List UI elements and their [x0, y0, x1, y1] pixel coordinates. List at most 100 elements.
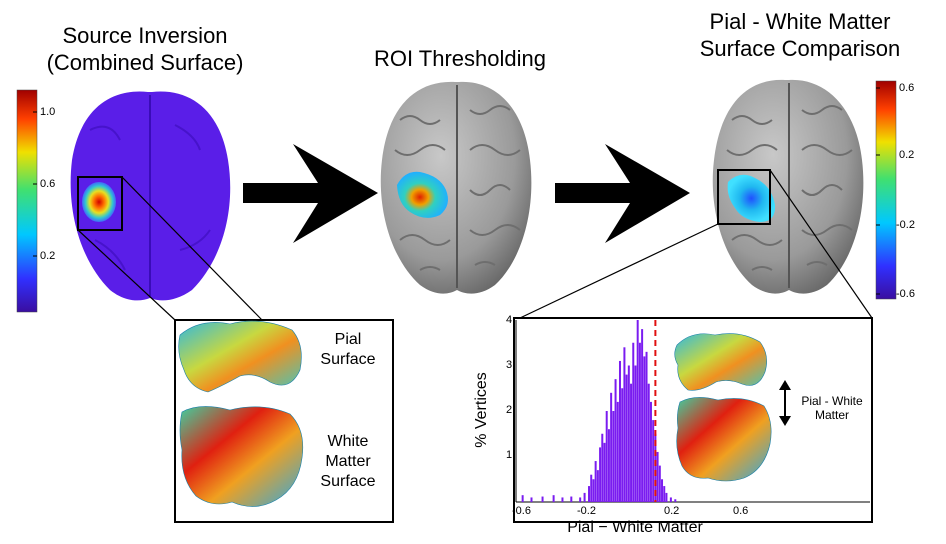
- colorbar-right-tick-3: -0.2: [896, 219, 915, 231]
- histogram-bar: [552, 495, 555, 502]
- label-pial-surface: Pial Surface: [306, 330, 390, 370]
- roi-blob: [397, 171, 448, 218]
- histogram-bar: [521, 495, 524, 502]
- title-roi-thresholding: ROI Thresholding: [373, 46, 546, 71]
- label-pial-surface-line1: Pial: [334, 331, 362, 348]
- histogram-x-tick-1: -0.6: [512, 505, 531, 517]
- histogram-y-tick-3: 3: [506, 359, 513, 371]
- histogram-bar: [603, 442, 606, 502]
- colorbar-left-tick-2: 0.6: [40, 178, 56, 190]
- histogram-bar: [541, 496, 544, 502]
- brain-roi-thresholding: [380, 81, 532, 294]
- histogram-bar: [561, 497, 564, 502]
- title-pial-line1: Pial - White Matter: [709, 9, 891, 34]
- inset-right-pial-surface: [674, 333, 767, 391]
- label-pial-white-line2: Matter: [814, 408, 849, 422]
- histogram-bar: [625, 374, 628, 502]
- histogram-bar: [663, 486, 666, 502]
- histogram-bar: [588, 486, 591, 502]
- colorbar-left-tick-3: 0.2: [40, 250, 56, 262]
- histogram-bar: [607, 429, 610, 502]
- histogram-y-label: % Vertices: [473, 372, 490, 448]
- histogram-bar: [612, 411, 615, 502]
- brain-pial-white: [712, 79, 864, 294]
- title-source-inversion: Source Inversion (Combined Surface): [20, 22, 270, 76]
- zoom-box-left: [77, 176, 123, 231]
- histogram-bar: [674, 499, 677, 502]
- arrow-right-2: [555, 144, 690, 243]
- histogram-x-tick-3: 0.2: [664, 505, 680, 517]
- histogram-bar: [652, 420, 655, 502]
- histogram-y-tick-2: 2: [506, 404, 513, 416]
- title-source-line1: Source Inversion: [62, 23, 228, 48]
- histogram-bar: [530, 497, 533, 502]
- title-pial-line2: Surface Comparison: [699, 36, 901, 61]
- histogram-bar: [599, 447, 602, 502]
- histogram-x-label: Pial − White Matter: [567, 519, 703, 536]
- histogram-bar: [656, 451, 659, 502]
- colorbar-right-tick-4: -0.6: [896, 288, 915, 300]
- histogram-bars: [521, 320, 677, 502]
- inset-left-pial-surface: [178, 320, 302, 393]
- histogram-bar: [661, 479, 664, 502]
- inset-right-white-matter-surface: [676, 397, 772, 482]
- histogram-bar: [643, 356, 646, 502]
- label-white-matter-line2: Matter: [325, 453, 371, 470]
- histogram-axes: [515, 320, 870, 503]
- histogram-bar: [621, 388, 624, 502]
- histogram-bar: [634, 365, 637, 502]
- zoom-box-right: [717, 169, 771, 225]
- histogram-bar: [649, 401, 652, 502]
- label-pial-surface-line2: Surface: [320, 351, 376, 368]
- histogram-bar: [616, 401, 619, 502]
- histogram-y-tick-1: 1: [506, 449, 513, 461]
- histogram-bar: [638, 342, 641, 502]
- histogram-bar: [583, 492, 586, 502]
- colorbar-left-tick-1: 1.0: [40, 106, 56, 118]
- double-arrow-icon: [779, 380, 791, 426]
- histogram-bar: [605, 411, 608, 502]
- histogram-bar: [627, 365, 630, 502]
- histogram-bar: [641, 329, 644, 502]
- histogram-bar: [630, 383, 633, 502]
- arrow-right-1: [243, 144, 378, 243]
- histogram-bar: [623, 347, 626, 502]
- histogram-bar: [636, 320, 639, 502]
- histogram-bar: [632, 342, 635, 502]
- label-white-matter-line1: White: [327, 433, 369, 450]
- title-pial-white-comparison: Pial - White Matter Surface Comparison: [670, 8, 930, 62]
- activation-blob: [82, 182, 116, 222]
- colorbar-right: [875, 80, 897, 300]
- histogram-bar: [654, 433, 657, 502]
- histogram-bar: [594, 461, 597, 502]
- histogram-bar: [601, 433, 604, 502]
- histogram-bar: [658, 465, 661, 502]
- brain-source-inversion: [70, 91, 231, 301]
- histogram-bar: [596, 470, 599, 502]
- histogram-bar: [592, 479, 595, 502]
- label-white-matter-surface: White Matter Surface: [306, 432, 390, 492]
- colorbar-right-tick-2: 0.2: [899, 149, 915, 161]
- histogram-bar: [645, 351, 648, 502]
- histogram-bar: [669, 497, 672, 502]
- label-pial-white-matter: Pial - White Matter: [792, 394, 872, 422]
- histogram-y-tick-4: 4: [506, 314, 513, 326]
- label-white-matter-line3: Surface: [320, 473, 376, 490]
- histogram-bar: [614, 379, 617, 502]
- label-pial-white-line1: Pial - White: [801, 394, 863, 408]
- colorbar-right-tick-1: 0.6: [899, 82, 915, 94]
- histogram-bar: [570, 496, 573, 502]
- colorbar-left: [16, 89, 38, 313]
- histogram-bar: [618, 360, 621, 502]
- histogram-x-tick-2: -0.2: [577, 505, 596, 517]
- title-source-line2: (Combined Surface): [46, 50, 244, 75]
- histogram-bar: [665, 492, 668, 502]
- histogram-bar: [610, 392, 613, 502]
- histogram-x-tick-4: 0.6: [733, 505, 749, 517]
- histogram-bar: [647, 383, 650, 502]
- inset-left-white-matter-surface: [179, 406, 304, 507]
- difference-blob: [727, 174, 776, 222]
- histogram-bar: [579, 497, 582, 502]
- histogram-bar: [590, 474, 593, 502]
